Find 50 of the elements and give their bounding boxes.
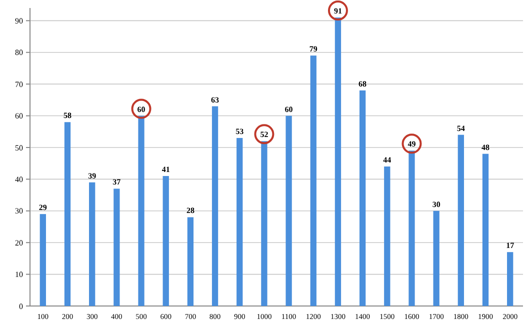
y-tick-label: 50	[15, 143, 23, 152]
data-label: 30	[432, 200, 440, 209]
data-label: 17	[506, 241, 514, 250]
y-tick-label: 10	[15, 270, 23, 280]
bar	[187, 217, 194, 306]
bar	[40, 214, 46, 306]
data-label: 37	[112, 178, 121, 187]
bar	[162, 176, 169, 306]
bar	[261, 141, 268, 306]
bar	[286, 116, 292, 306]
data-label: 28	[186, 206, 194, 216]
y-tick-label: 80	[15, 48, 23, 58]
y-tick-label: 0	[19, 302, 23, 311]
y-tick-label: 30	[15, 206, 23, 216]
y-tick-label: 90	[15, 16, 23, 26]
data-label: 48	[482, 142, 490, 152]
bar	[359, 90, 366, 306]
data-label: 60	[137, 104, 146, 114]
data-label: 79	[309, 44, 318, 54]
data-label: 44	[383, 156, 392, 165]
data-label: 39	[88, 171, 96, 180]
bar	[114, 188, 120, 306]
data-label: 63	[211, 95, 220, 104]
y-tick-label: 60	[15, 112, 23, 121]
data-label: 91	[334, 6, 342, 16]
data-label: 58	[64, 111, 72, 120]
bar	[433, 210, 440, 306]
bar	[482, 154, 489, 306]
data-label: 29	[38, 203, 47, 212]
data-label: 68	[358, 79, 367, 88]
bar	[89, 182, 96, 306]
bar	[310, 56, 316, 306]
y-tick-label: 40	[15, 174, 23, 184]
bar	[64, 122, 71, 306]
bar	[507, 252, 514, 306]
bar	[408, 150, 415, 306]
bar	[334, 18, 342, 306]
bar	[212, 106, 218, 306]
bar	[236, 138, 243, 306]
data-label: 54	[456, 124, 465, 133]
bar	[458, 134, 464, 306]
data-label: 41	[162, 165, 170, 174]
y-tick-label: 20	[15, 238, 23, 248]
bar	[138, 116, 144, 306]
y-tick-label: 70	[15, 80, 23, 89]
data-label: 60	[284, 104, 293, 114]
data-label: 53	[236, 126, 244, 136]
data-label: 49	[408, 140, 416, 149]
data-label: 52	[260, 130, 268, 140]
bar	[384, 166, 390, 306]
